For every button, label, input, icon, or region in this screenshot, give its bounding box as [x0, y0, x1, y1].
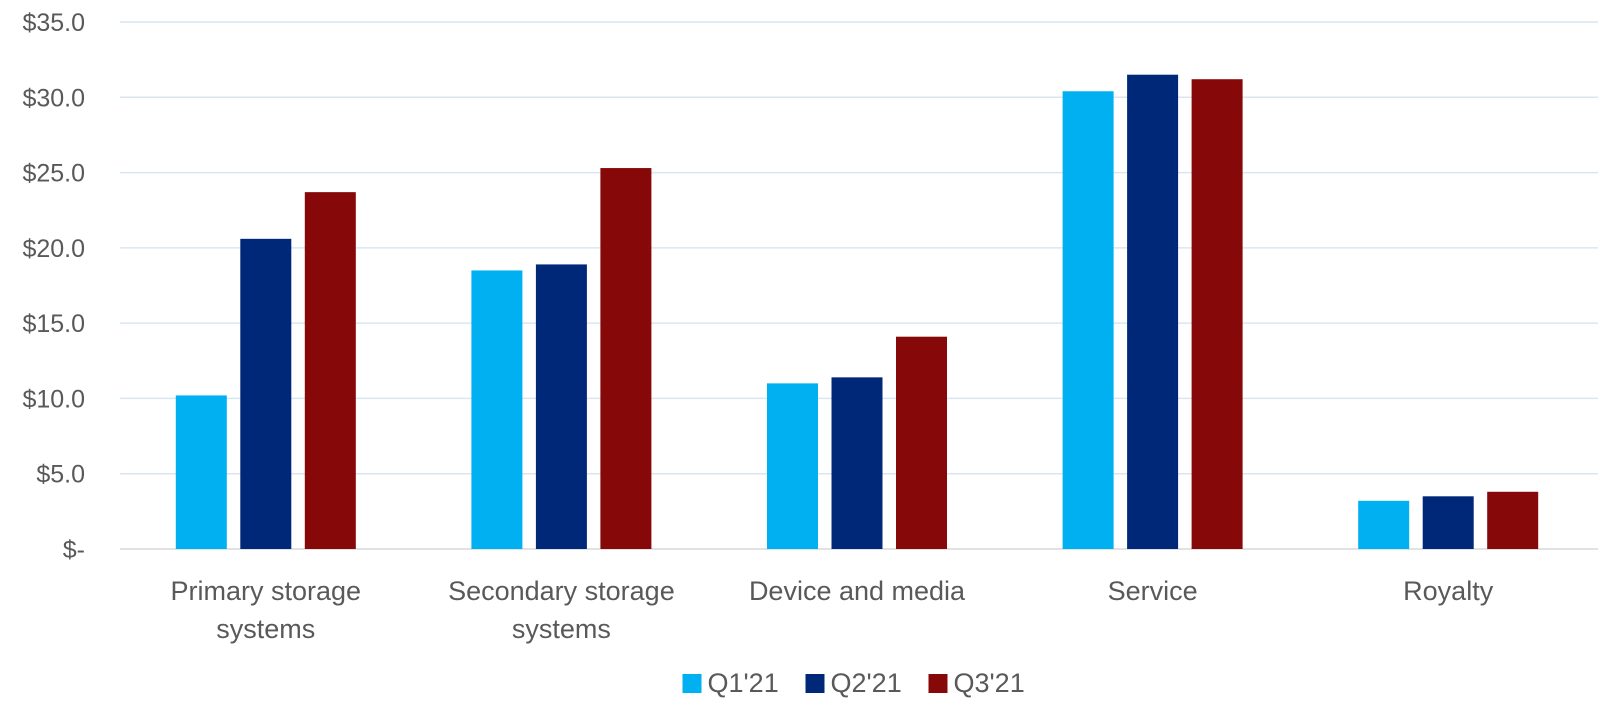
legend-label: Q1'21: [708, 668, 779, 698]
x-category-label-line: systems: [216, 614, 315, 644]
legend-label: Q2'21: [831, 668, 902, 698]
bar: [1487, 491, 1539, 549]
x-category-label-line: Service: [1108, 576, 1198, 606]
x-category-label: Device and media: [749, 576, 966, 606]
y-tick-label: $20.0: [22, 235, 85, 263]
y-axis-tick-labels: $- $5.0 $10.0 $15.0 $20.0 $25.0 $30.0 $35.0: [22, 9, 85, 564]
bar: [767, 383, 818, 549]
bar: [600, 168, 652, 549]
bar: [1062, 91, 1114, 550]
bar: [1191, 79, 1243, 550]
y-tick-label: $35.0: [22, 9, 85, 37]
bar: [1422, 496, 1474, 549]
x-category-label-line: Secondary storage: [448, 576, 675, 606]
legend-swatch: [805, 674, 825, 693]
x-category-label: Service: [1108, 576, 1198, 606]
chart-bars: [175, 74, 1539, 550]
y-tick-label: $15.0: [22, 310, 85, 338]
legend-swatch: [928, 674, 948, 693]
y-tick-label: $-: [63, 536, 85, 564]
x-category-label-line: systems: [512, 614, 611, 644]
bar: [831, 377, 883, 549]
bar: [304, 192, 356, 549]
bar: [175, 395, 227, 549]
x-category-label: Secondary storage systems: [448, 576, 675, 644]
y-tick-label: $10.0: [22, 385, 85, 413]
y-tick-label: $25.0: [22, 160, 85, 188]
bar: [471, 270, 523, 549]
y-tick-label: $30.0: [22, 84, 85, 112]
x-category-label-line: Primary storage: [171, 576, 362, 606]
bar: [535, 264, 587, 549]
legend-label: Q3'21: [954, 668, 1025, 698]
x-category-label-line: Device and media: [749, 576, 966, 606]
bar: [1358, 500, 1410, 549]
x-category-label: Royalty: [1403, 576, 1494, 606]
bar: [240, 238, 292, 549]
x-category-label: Primary storage systems: [171, 576, 362, 644]
bar: [1127, 74, 1179, 549]
bar: [896, 336, 947, 549]
chart-legend: Q1'21 Q2'21 Q3'21: [682, 668, 1025, 698]
x-axis-category-labels: Primary storage systems Secondary storage s…: [171, 576, 1494, 644]
x-category-label-line: Royalty: [1403, 576, 1494, 606]
y-tick-label: $5.0: [36, 461, 85, 489]
legend-swatch: [682, 674, 702, 693]
